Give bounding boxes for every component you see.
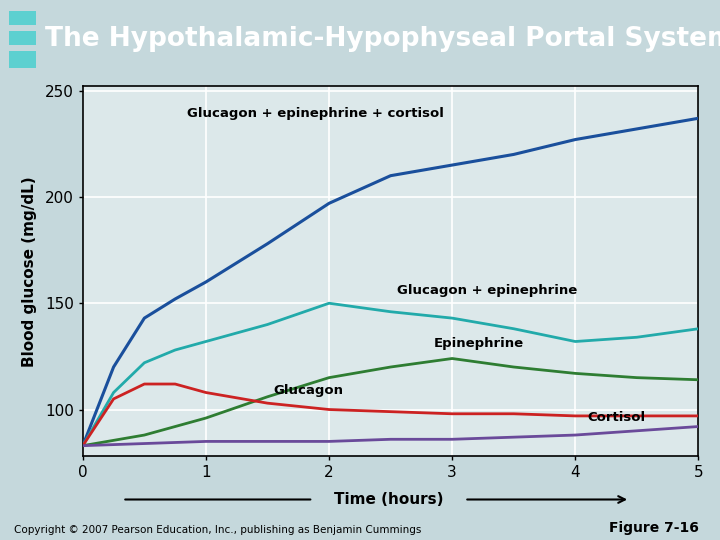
- Text: Cortisol: Cortisol: [588, 411, 646, 424]
- Text: Copyright © 2007 Pearson Education, Inc., publishing as Benjamin Cummings: Copyright © 2007 Pearson Education, Inc.…: [14, 524, 422, 535]
- Text: Epinephrine: Epinephrine: [433, 337, 524, 350]
- FancyBboxPatch shape: [9, 31, 36, 45]
- Y-axis label: Blood glucose (mg/dL): Blood glucose (mg/dL): [22, 176, 37, 367]
- FancyBboxPatch shape: [9, 11, 36, 25]
- Text: Time (hours): Time (hours): [334, 492, 444, 507]
- FancyBboxPatch shape: [9, 51, 36, 68]
- Text: Figure 7-16: Figure 7-16: [608, 521, 698, 535]
- Text: Glucagon + epinephrine: Glucagon + epinephrine: [397, 284, 577, 297]
- Text: Glucagon: Glucagon: [274, 384, 343, 397]
- Text: Glucagon + epinephrine + cortisol: Glucagon + epinephrine + cortisol: [187, 107, 444, 120]
- Text: The Hypothalamic-Hypophyseal Portal System: The Hypothalamic-Hypophyseal Portal Syst…: [45, 26, 720, 52]
